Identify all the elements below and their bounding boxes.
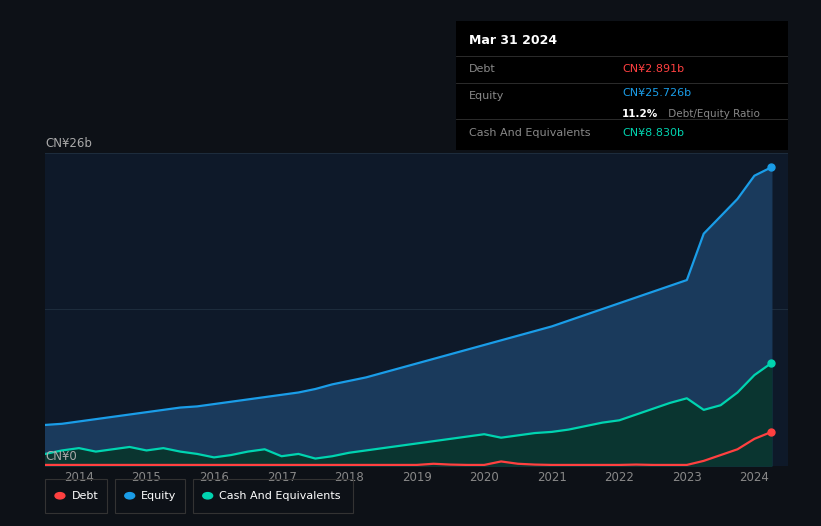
Text: Cash And Equivalents: Cash And Equivalents <box>219 491 341 501</box>
Text: Mar 31 2024: Mar 31 2024 <box>469 34 557 47</box>
Text: 11.2%: 11.2% <box>622 109 658 119</box>
Text: Equity: Equity <box>141 491 177 501</box>
Point <box>764 428 777 436</box>
Text: CN¥2.891b: CN¥2.891b <box>622 64 684 74</box>
Point <box>764 163 777 171</box>
Text: Debt: Debt <box>469 64 496 74</box>
Text: CN¥8.830b: CN¥8.830b <box>622 127 684 137</box>
Text: Debt: Debt <box>71 491 99 501</box>
Text: CN¥25.726b: CN¥25.726b <box>622 88 691 98</box>
Text: CN¥0: CN¥0 <box>45 450 77 463</box>
Text: Debt/Equity Ratio: Debt/Equity Ratio <box>665 109 760 119</box>
Text: Cash And Equivalents: Cash And Equivalents <box>469 127 590 137</box>
Point <box>764 359 777 367</box>
Text: Equity: Equity <box>469 91 504 101</box>
Text: CN¥26b: CN¥26b <box>45 137 92 150</box>
